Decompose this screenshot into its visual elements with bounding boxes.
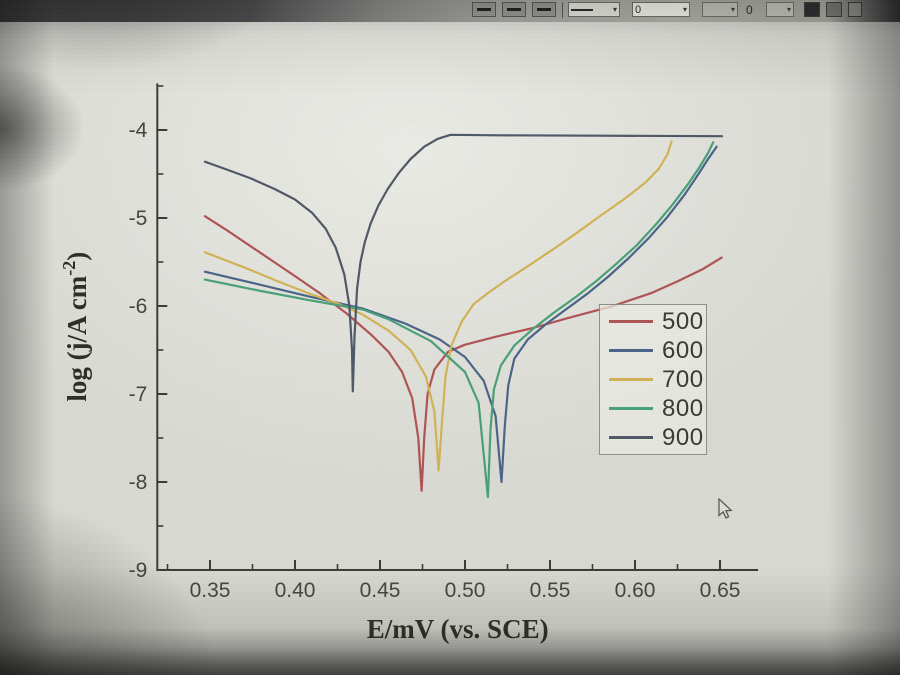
y-tick-label: -6 bbox=[129, 295, 148, 318]
line-style-dropdown-icon[interactable] bbox=[532, 2, 556, 17]
line-style-dropdown-icon[interactable] bbox=[472, 2, 496, 17]
line-sample-icon bbox=[571, 8, 593, 11]
legend-line-sample bbox=[609, 320, 653, 323]
mouse-cursor-icon bbox=[718, 498, 733, 519]
y-axis-title: log (j/A cm-2) bbox=[59, 252, 92, 402]
x-tick-label: 0.40 bbox=[275, 579, 316, 602]
x-tick-label: 0.35 bbox=[190, 579, 231, 602]
app-toolbar: ▾ 0 ▾ ▾ 0 ▾ bbox=[0, 0, 900, 22]
legend-label: 800 bbox=[662, 394, 704, 422]
chevron-down-icon: ▾ bbox=[682, 5, 687, 14]
legend-box[interactable]: 500 600 700 800 900 bbox=[599, 304, 707, 455]
x-tick-label: 0.60 bbox=[615, 579, 656, 602]
legend-label: 700 bbox=[662, 365, 704, 393]
x-tick-label: 0.55 bbox=[530, 579, 571, 602]
legend-label: 500 bbox=[662, 307, 704, 335]
value-combo-2[interactable]: ▾ bbox=[702, 2, 738, 17]
legend-line-sample bbox=[609, 349, 653, 352]
chevron-down-icon: ▾ bbox=[786, 5, 791, 14]
line-width-combo[interactable]: ▾ bbox=[568, 2, 620, 17]
y-tick-label: -4 bbox=[129, 119, 148, 142]
border-color-button[interactable] bbox=[826, 2, 842, 17]
legend-label: 600 bbox=[662, 336, 704, 364]
spinner-control[interactable]: ▾ bbox=[766, 2, 794, 17]
fill-color-button[interactable] bbox=[804, 2, 820, 17]
y-tick-label: -9 bbox=[129, 559, 148, 582]
legend-line-sample bbox=[609, 378, 653, 381]
chevron-down-icon: ▾ bbox=[730, 5, 735, 14]
x-tick-label: 0.45 bbox=[360, 579, 401, 602]
legend-entry-900[interactable]: 900 bbox=[600, 423, 706, 452]
combo-value: 0 bbox=[635, 3, 642, 16]
chevron-down-icon: ▾ bbox=[612, 5, 617, 14]
legend-label: 900 bbox=[662, 423, 704, 451]
dash-icon bbox=[537, 8, 551, 11]
dash-icon bbox=[477, 8, 491, 11]
grid-button[interactable] bbox=[848, 2, 862, 17]
y-tick-label: -5 bbox=[129, 207, 148, 230]
dash-icon bbox=[507, 8, 521, 11]
y-tick-label: -8 bbox=[129, 471, 148, 494]
legend-line-sample bbox=[609, 436, 653, 439]
x-tick-label: 0.65 bbox=[700, 579, 741, 602]
x-axis-title: E/mV (vs. SCE) bbox=[367, 614, 549, 644]
legend-entry-700[interactable]: 700 bbox=[600, 365, 706, 394]
spinner-value: 0 bbox=[746, 3, 753, 17]
value-combo-1[interactable]: 0 ▾ bbox=[632, 2, 690, 17]
legend-entry-500[interactable]: 500 bbox=[600, 307, 706, 336]
legend-entry-600[interactable]: 600 bbox=[600, 336, 706, 365]
legend-line-sample bbox=[609, 407, 653, 410]
legend-entry-800[interactable]: 800 bbox=[600, 394, 706, 423]
x-tick-label: 0.50 bbox=[445, 579, 486, 602]
toolbar-separator bbox=[562, 2, 563, 18]
line-style-dropdown-icon[interactable] bbox=[502, 2, 526, 17]
y-tick-label: -7 bbox=[129, 383, 148, 406]
